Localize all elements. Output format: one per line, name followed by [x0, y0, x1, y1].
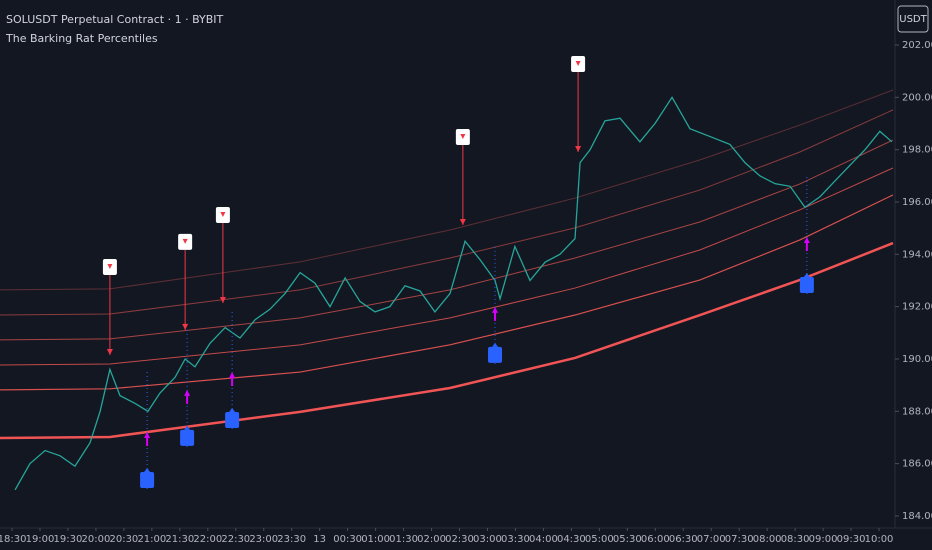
sell-tag-icon: [460, 134, 466, 140]
x-tick-label: 06:30: [669, 534, 698, 545]
x-tick-label: 09:30: [837, 534, 866, 545]
y-tick-label: 196.00: [902, 197, 932, 208]
x-tick-label: 23:30: [277, 534, 306, 545]
x-tick-label: 07:30: [725, 534, 754, 545]
y-tick-label: 194.00: [902, 249, 932, 260]
currency-label[interactable]: USDT: [899, 14, 927, 25]
y-tick-label: 184.00: [902, 511, 932, 522]
buy-tag-pointer: [803, 273, 810, 278]
indicator-name: The Barking Rat Percentiles: [5, 32, 158, 45]
y-tick-label: 198.00: [902, 145, 932, 156]
percentile-band: [0, 194, 894, 391]
x-tick-label: 06:00: [641, 534, 670, 545]
buy-tag-pointer: [229, 408, 236, 413]
x-tick-label: 22:30: [221, 534, 250, 545]
x-tick-label: 01:30: [389, 534, 418, 545]
sell-arrow: [182, 323, 189, 330]
x-tick-label: 20:00: [82, 534, 111, 545]
sell-arrow: [106, 349, 113, 356]
x-tick-label: 05:30: [613, 534, 642, 545]
x-tick-label: 01:00: [361, 534, 390, 545]
y-tick-label: 200.00: [902, 92, 932, 103]
x-tick-label: 08:00: [753, 534, 782, 545]
x-tick-label: 21:00: [137, 534, 166, 545]
y-tick-label: 190.00: [902, 354, 932, 365]
x-tick-label: 03:00: [473, 534, 502, 545]
buy-tag-pointer: [492, 342, 499, 347]
buy-tag: [799, 277, 814, 294]
buy-arrow: [144, 431, 151, 446]
currency-button[interactable]: [897, 5, 929, 33]
buy-arrow: [229, 372, 236, 387]
x-tick-label: 08:30: [781, 534, 810, 545]
sell-tag-icon: [575, 61, 581, 67]
percentile-band: [0, 89, 894, 291]
price-line: [14, 96, 893, 491]
y-tick-label: 202.00: [902, 40, 932, 51]
x-tick-label: 04:00: [529, 534, 558, 545]
x-tick-label: 07:00: [697, 534, 726, 545]
x-tick-label: 05:00: [585, 534, 614, 545]
x-tick-label: 19:30: [54, 534, 83, 545]
x-tick-label: 19:00: [26, 534, 55, 545]
x-tick-label: 02:30: [445, 534, 474, 545]
x-tick-label: 23:00: [249, 534, 278, 545]
x-tick-label: 13: [313, 534, 326, 545]
x-tick-label: 18:30: [0, 534, 26, 545]
x-tick-label: 02:00: [417, 534, 446, 545]
x-tick-label: 10:00: [865, 534, 894, 545]
y-tick-label: 186.00: [902, 459, 932, 470]
percentile-band: [0, 139, 894, 341]
sell-arrow: [575, 146, 582, 153]
buy-arrow: [184, 389, 191, 404]
x-tick-label: 04:30: [557, 534, 586, 545]
buy-tag: [180, 429, 195, 446]
sell-tag-icon: [220, 211, 226, 217]
sell-tag-icon: [107, 264, 113, 270]
sell-arrow: [459, 219, 466, 226]
buy-tag: [225, 412, 240, 429]
y-tick-label: 192.00: [902, 302, 932, 313]
y-tick-label: 188.00: [902, 406, 932, 417]
sell-arrow: [219, 296, 226, 303]
percentile-band: [0, 167, 894, 366]
x-tick-label: 20:30: [109, 534, 138, 545]
sell-tag-icon: [182, 238, 188, 244]
buy-arrow: [492, 306, 499, 321]
x-tick-label: 03:30: [501, 534, 530, 545]
buy-tag: [140, 471, 155, 488]
buy-tag: [488, 346, 503, 363]
percentile-band: [0, 241, 894, 440]
buy-tag-pointer: [184, 425, 191, 430]
percentile-band: [0, 109, 894, 316]
x-tick-label: 22:00: [193, 534, 222, 545]
x-tick-label: 09:00: [809, 534, 838, 545]
chart-title: SOLUSDT Perpetual Contract · 1 · BYBIT: [6, 13, 224, 26]
buy-arrow: [803, 237, 810, 252]
x-tick-label: 00:30: [333, 534, 362, 545]
buy-tag-pointer: [144, 467, 151, 472]
x-tick-label: 21:30: [165, 534, 194, 545]
